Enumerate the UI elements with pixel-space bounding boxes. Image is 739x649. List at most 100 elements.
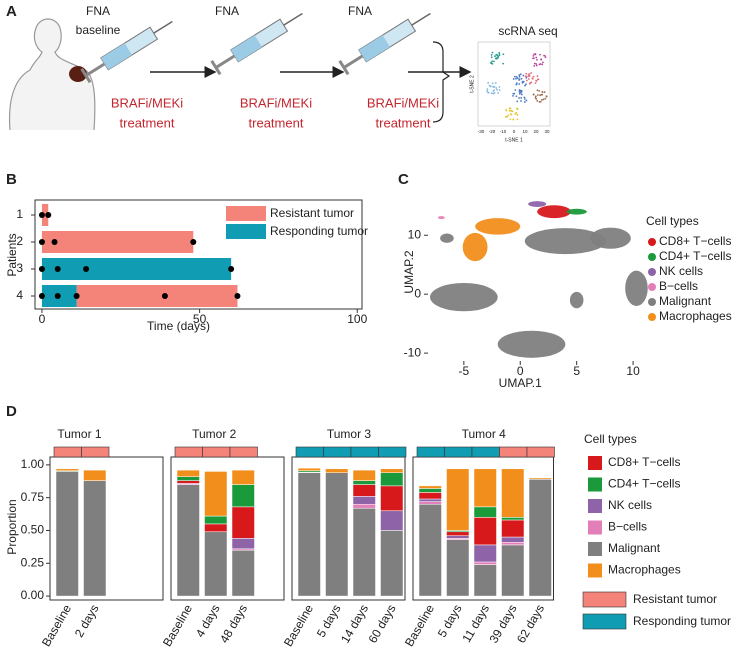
tsne-dot	[515, 82, 518, 85]
x-tick-label: Baseline	[39, 602, 74, 649]
tsne-dot	[525, 72, 528, 75]
tsne-dot	[543, 54, 545, 57]
tsne-dot	[532, 93, 535, 96]
panel-label: A	[6, 3, 17, 20]
tsne-dot	[525, 79, 528, 82]
step-label: FNA	[86, 4, 110, 18]
tsne-dot	[518, 75, 521, 78]
bar-segment	[380, 510, 404, 531]
bar-segment	[352, 503, 376, 509]
tsne-dot	[487, 81, 490, 84]
tsne-dot	[514, 89, 517, 91]
tsne-dot	[539, 53, 541, 56]
tsne-dot	[492, 92, 495, 95]
tsne-tick-label: -10	[500, 129, 507, 134]
tsne-dot	[527, 78, 530, 80]
tsne-dot	[496, 56, 499, 59]
tsne-dot	[490, 56, 493, 59]
bar-segment	[473, 561, 497, 565]
bar-segment	[473, 468, 497, 508]
cell-cluster	[437, 216, 445, 220]
response-strip	[323, 446, 352, 458]
legend-swatch	[588, 520, 602, 535]
step-label: FNA	[348, 4, 372, 18]
legend-label: B−cells	[608, 520, 647, 534]
legend-swatch	[648, 253, 656, 261]
tsne-dot	[533, 62, 536, 65]
tsne-dot	[536, 89, 539, 92]
tsne-dot	[530, 72, 533, 74]
bar-segment	[446, 539, 470, 597]
tsne-dot	[495, 53, 498, 56]
tsne-dot	[511, 110, 514, 113]
step-label: baseline	[76, 23, 121, 37]
tsne-dot	[498, 54, 501, 57]
tsne-tick-label: 10	[522, 129, 528, 134]
legend-label: Malignant	[659, 294, 712, 308]
tsne-dot	[539, 63, 542, 65]
tsne-dot	[535, 80, 538, 82]
tsne-dot	[539, 94, 541, 97]
tsne-dot	[518, 83, 521, 85]
cell-cluster	[497, 330, 566, 358]
x-tick-label: Baseline	[160, 602, 195, 649]
legend-label: Resistant tumor	[270, 206, 354, 220]
tsne-dot	[518, 78, 521, 81]
tsne-tick-label: 0	[513, 129, 516, 134]
legend-title: Cell types	[584, 432, 637, 446]
legend-label: Responding tumor	[633, 614, 731, 628]
tsne-dot	[521, 81, 524, 84]
y-tick-label: 4	[16, 288, 23, 302]
legend-swatch	[648, 283, 656, 291]
x-tick-label: 10	[626, 364, 640, 378]
bar-segment	[231, 538, 255, 550]
tsne-dot	[505, 115, 508, 118]
bar-segment	[325, 472, 349, 597]
tsne-dot	[509, 118, 512, 121]
span-bar	[41, 231, 194, 253]
tsne-dot	[536, 94, 539, 96]
tsne-dot	[532, 57, 535, 60]
bar-segment	[380, 530, 404, 597]
sample-dot	[51, 239, 58, 245]
legend-swatch	[648, 298, 656, 306]
tsne-dot	[534, 95, 537, 98]
tsne-dot	[515, 95, 518, 98]
tsne-dot	[520, 91, 522, 94]
sample-dot	[73, 293, 80, 299]
y-axis-label: Patients	[5, 233, 19, 276]
tsne-dot	[528, 75, 531, 77]
x-tick-label: 50	[193, 312, 207, 326]
x-tick-label: 100	[347, 312, 367, 326]
legend-label: Macrophages	[608, 563, 681, 577]
bar-segment	[473, 517, 497, 546]
bar-segment	[352, 507, 376, 597]
bar-segment	[446, 468, 470, 531]
response-strip	[444, 446, 473, 458]
y-axis-label: UMAP.2	[402, 250, 416, 293]
sample-dot	[161, 293, 168, 299]
syringe	[338, 12, 431, 76]
tsne-dot	[523, 96, 526, 99]
tsne-dot	[535, 64, 538, 67]
tsne-dot	[514, 75, 516, 78]
tsne-dot	[540, 93, 543, 96]
treatment-label: treatment	[376, 115, 431, 130]
x-tick-label: -5	[459, 364, 470, 378]
tsne-dot	[488, 84, 491, 87]
legend-label: CD4+ T−cells	[659, 249, 731, 263]
tsne-dot	[493, 86, 496, 88]
tsne-dot	[497, 92, 499, 94]
tsne-dot	[490, 62, 493, 65]
tsne-dot	[525, 83, 527, 86]
bar-segment	[204, 531, 228, 597]
bar-segment	[418, 503, 442, 597]
legend-label: NK cells	[659, 264, 703, 278]
bar-segment	[55, 468, 79, 472]
tsne-dot	[518, 97, 520, 99]
sample-dot	[190, 239, 197, 245]
tsne-dot	[524, 75, 527, 78]
tsne-dot	[515, 83, 518, 86]
treatment-label: treatment	[249, 115, 304, 130]
tsne-dot	[540, 99, 543, 101]
